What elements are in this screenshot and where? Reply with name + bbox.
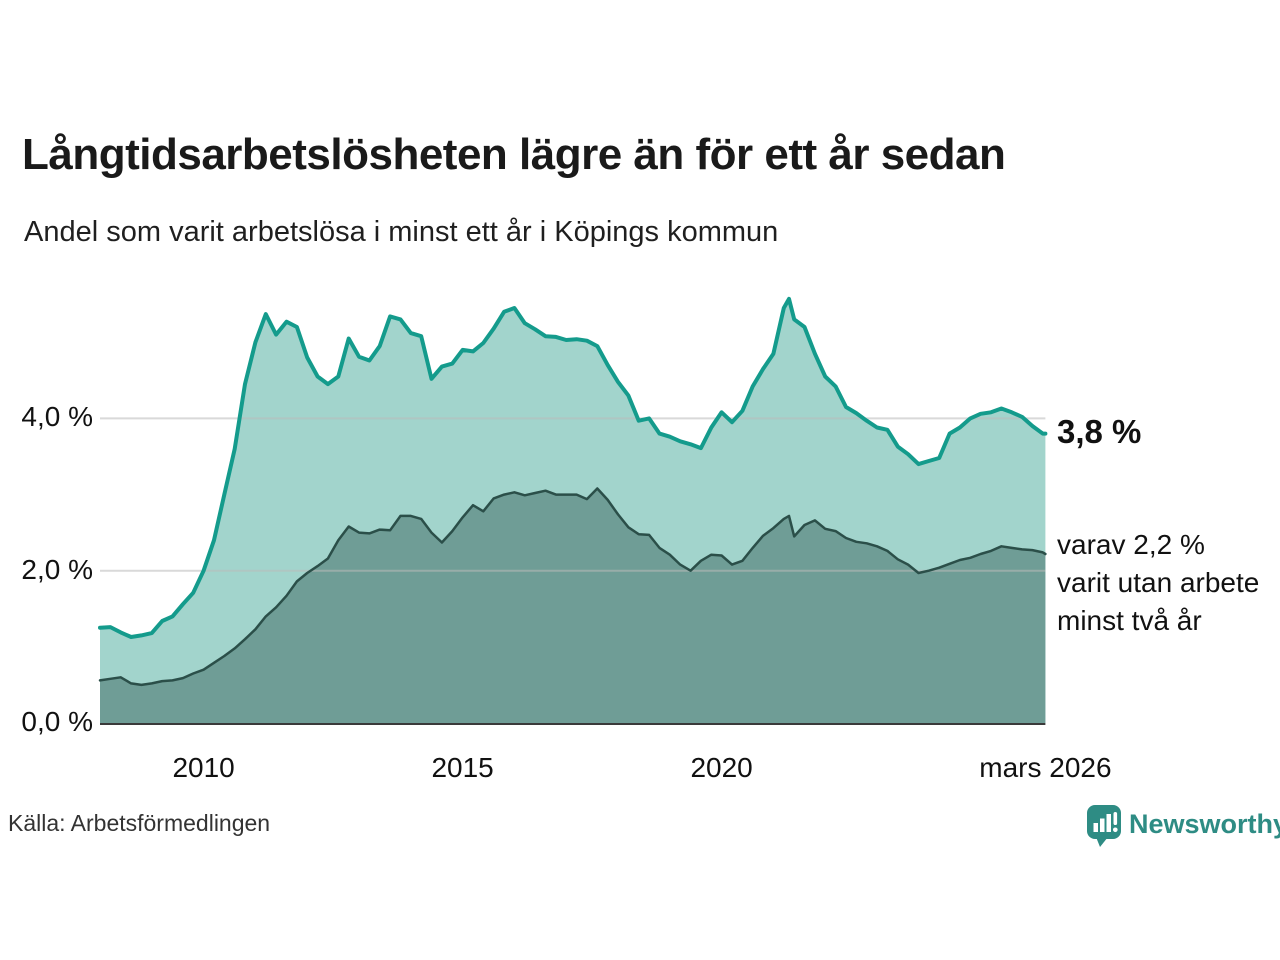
line-minst-tva-ar <box>98 487 1047 687</box>
x-tick-label: 2010 <box>172 752 235 783</box>
x-tick-label: 2015 <box>431 752 494 783</box>
chart-lines <box>98 296 1048 687</box>
y-tick-label: 0,0 % <box>21 706 93 737</box>
x-tick-label: 2020 <box>690 752 753 783</box>
x-tick-label: mars 2026 <box>979 752 1112 783</box>
newsworthy-logo-icon <box>1087 805 1121 847</box>
newsworthy-wordmark: Newsworthy <box>1129 809 1280 839</box>
secondary-annotation-line: minst två år <box>1057 605 1202 636</box>
line-minst-ett-ar <box>98 296 1048 639</box>
page-title: Långtidsarbetslösheten lägre än för ett … <box>22 130 1006 179</box>
y-tick-label: 4,0 % <box>21 401 93 433</box>
secondary-annotation-line: varav 2,2 % <box>1057 529 1205 560</box>
secondary-annotation-line: varit utan arbete <box>1057 567 1260 598</box>
secondary-annotation: varav 2,2 % varit utan arbete minst två … <box>1057 526 1259 640</box>
source-credit: Källa: Arbetsförmedlingen <box>8 810 271 836</box>
page-subtitle: Andel som varit arbetslösa i minst ett å… <box>24 216 779 248</box>
chart-areas <box>100 298 1046 723</box>
end-value-label: 3,8 % <box>1057 413 1142 450</box>
chart-gridlines <box>100 417 1046 572</box>
area-minst-tva-ar <box>100 488 1046 723</box>
newsworthy-brand: Newsworthy <box>1086 804 1280 847</box>
y-tick-label: 2,0 % <box>21 553 93 585</box>
